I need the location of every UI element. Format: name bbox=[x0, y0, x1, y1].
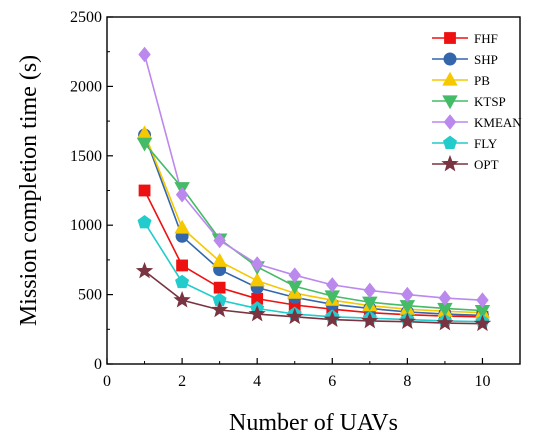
data-point bbox=[175, 186, 189, 203]
data-point bbox=[250, 256, 264, 272]
data-point bbox=[174, 219, 190, 234]
data-point bbox=[476, 292, 489, 308]
legend-marker bbox=[443, 52, 457, 66]
series-line-fly bbox=[143, 221, 483, 323]
legend-marker bbox=[441, 154, 459, 172]
data-point bbox=[286, 307, 304, 325]
series-points-pb bbox=[136, 125, 491, 319]
data-point bbox=[249, 272, 265, 287]
data-point bbox=[398, 312, 417, 330]
series-line-pb bbox=[143, 133, 483, 314]
data-point bbox=[213, 232, 226, 249]
data-point bbox=[438, 290, 452, 306]
legend-label: FLY bbox=[474, 136, 498, 151]
y-tick-label: 2000 bbox=[70, 78, 102, 95]
legend-item-shp: SHP bbox=[432, 52, 498, 67]
data-point bbox=[323, 310, 341, 327]
legend-marker bbox=[443, 114, 457, 130]
data-point bbox=[136, 137, 153, 152]
legend-label: KMEAN bbox=[474, 115, 522, 130]
x-axis-ticks: 0 2 4 6 8 10 bbox=[103, 358, 490, 390]
legend-item-ktsp: KTSP bbox=[432, 94, 506, 110]
data-point bbox=[436, 313, 454, 331]
x-axis-title: Number of UAVs bbox=[229, 410, 398, 436]
legend-label: SHP bbox=[474, 52, 498, 67]
y-tick-label: 1500 bbox=[70, 148, 102, 165]
legend-label: OPT bbox=[474, 157, 499, 172]
data-point bbox=[138, 184, 151, 197]
data-point bbox=[138, 46, 151, 63]
series-lines bbox=[143, 54, 483, 325]
x-tick-label: 8 bbox=[403, 373, 411, 390]
series-points-shp bbox=[138, 128, 489, 322]
data-point bbox=[137, 215, 152, 229]
legend-item-kmean: KMEAN bbox=[432, 114, 522, 130]
series-line-shp bbox=[143, 134, 483, 317]
data-point bbox=[248, 304, 266, 322]
legend-marker bbox=[442, 95, 458, 110]
series-markers bbox=[135, 46, 492, 332]
x-tick-label: 2 bbox=[178, 373, 186, 390]
data-point bbox=[135, 261, 154, 279]
data-point bbox=[326, 277, 339, 293]
legend: FHF SHP PB KTSP KMEAN FLY OPT bbox=[432, 31, 522, 172]
data-point bbox=[175, 274, 190, 289]
y-tick-label: 0 bbox=[94, 356, 102, 373]
data-point bbox=[288, 267, 301, 283]
data-point bbox=[213, 281, 226, 294]
series-line-fhf bbox=[143, 190, 483, 318]
legend-item-fly: FLY bbox=[432, 135, 498, 151]
legend-marker bbox=[442, 135, 458, 149]
data-point bbox=[211, 253, 228, 267]
legend-label: KTSP bbox=[474, 94, 506, 109]
legend-label: FHF bbox=[474, 31, 498, 46]
legend-marker bbox=[444, 32, 456, 44]
data-point bbox=[401, 286, 414, 303]
y-tick-label: 1000 bbox=[70, 217, 102, 234]
x-tick-label: 0 bbox=[103, 373, 111, 390]
data-point bbox=[361, 311, 379, 329]
legend-item-opt: OPT bbox=[432, 154, 499, 172]
legend-item-pb: PB bbox=[432, 71, 490, 88]
series-points-kmean bbox=[138, 46, 489, 308]
legend-marker bbox=[442, 71, 458, 86]
y-axis-ticks: 0 500 1000 1500 2000 2500 bbox=[70, 9, 113, 373]
legend-label: PB bbox=[474, 73, 490, 88]
series-line-opt bbox=[144, 270, 483, 325]
y-tick-label: 2500 bbox=[70, 9, 102, 26]
series-line-ktsp bbox=[143, 142, 483, 312]
data-point bbox=[363, 282, 377, 299]
data-point bbox=[176, 259, 188, 272]
y-axis-title: Mission completion time (s) bbox=[16, 55, 42, 326]
y-tick-label: 500 bbox=[78, 287, 102, 304]
series-points-opt bbox=[135, 261, 492, 332]
x-tick-label: 4 bbox=[253, 373, 261, 390]
series-line-kmean bbox=[143, 54, 483, 301]
data-point bbox=[173, 291, 191, 308]
data-point bbox=[473, 314, 492, 332]
legend-item-fhf: FHF bbox=[432, 31, 498, 46]
x-tick-label: 6 bbox=[328, 373, 336, 390]
series-points-ktsp bbox=[136, 137, 491, 319]
x-tick-label: 10 bbox=[474, 373, 490, 390]
data-point bbox=[210, 300, 229, 318]
